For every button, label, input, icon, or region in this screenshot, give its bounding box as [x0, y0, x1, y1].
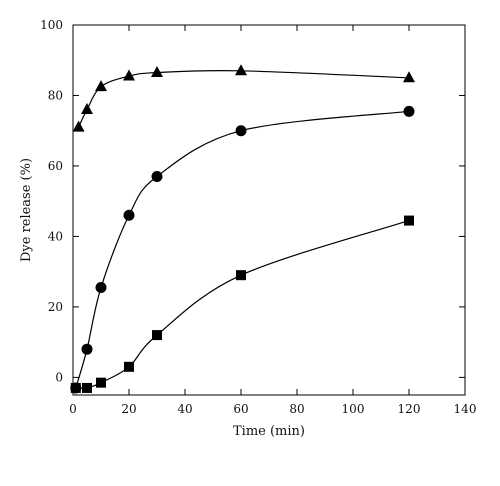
data-point-circle	[123, 209, 135, 221]
x-tick-label: 120	[398, 402, 421, 416]
series-markers	[70, 64, 415, 394]
x-tick-label: 60	[233, 402, 248, 416]
data-point-circle	[151, 171, 163, 183]
data-point-circle	[235, 125, 247, 137]
data-point-triangle	[235, 64, 247, 76]
plot-frame	[72, 24, 466, 396]
data-point-triangle	[151, 65, 163, 77]
series-lines	[75, 69, 410, 389]
data-point-triangle	[403, 71, 415, 83]
data-point-circle	[403, 105, 415, 117]
y-tick-label: 100	[40, 18, 63, 32]
x-tick-label: 40	[177, 402, 192, 416]
x-tick-label: 80	[289, 402, 304, 416]
data-point-circle	[95, 282, 107, 294]
data-point-square	[404, 215, 414, 226]
x-tick-label: 140	[454, 402, 477, 416]
y-tick-label: 0	[55, 370, 63, 384]
x-tick-label: 20	[121, 402, 136, 416]
y-tick-label: 40	[48, 229, 63, 243]
y-tick-label: 20	[48, 300, 63, 314]
data-point-square	[124, 361, 134, 372]
data-point-triangle	[81, 102, 93, 114]
y-axis-label: Dye release (%)	[19, 158, 34, 262]
series-line-circle	[75, 110, 410, 389]
data-point-square	[70, 382, 81, 393]
x-axis-label: Time (min)	[233, 424, 305, 439]
x-tick-label: 100	[342, 402, 365, 416]
data-point-square	[236, 270, 246, 281]
data-point-square	[96, 377, 106, 388]
data-point-triangle	[95, 80, 107, 92]
y-tick-label: 80	[48, 88, 63, 102]
x-axis: 0 20 40 60 80 100 120 140	[69, 25, 476, 416]
y-axis: 0 20 40 60 80 100	[40, 18, 465, 384]
data-point-triangle	[123, 69, 135, 81]
data-point-square	[82, 382, 92, 393]
data-point-square	[152, 330, 162, 341]
data-point-triangle	[72, 120, 85, 132]
y-tick-label: 60	[48, 159, 63, 173]
x-tick-label: 0	[69, 402, 77, 416]
data-point-circle	[81, 343, 93, 355]
